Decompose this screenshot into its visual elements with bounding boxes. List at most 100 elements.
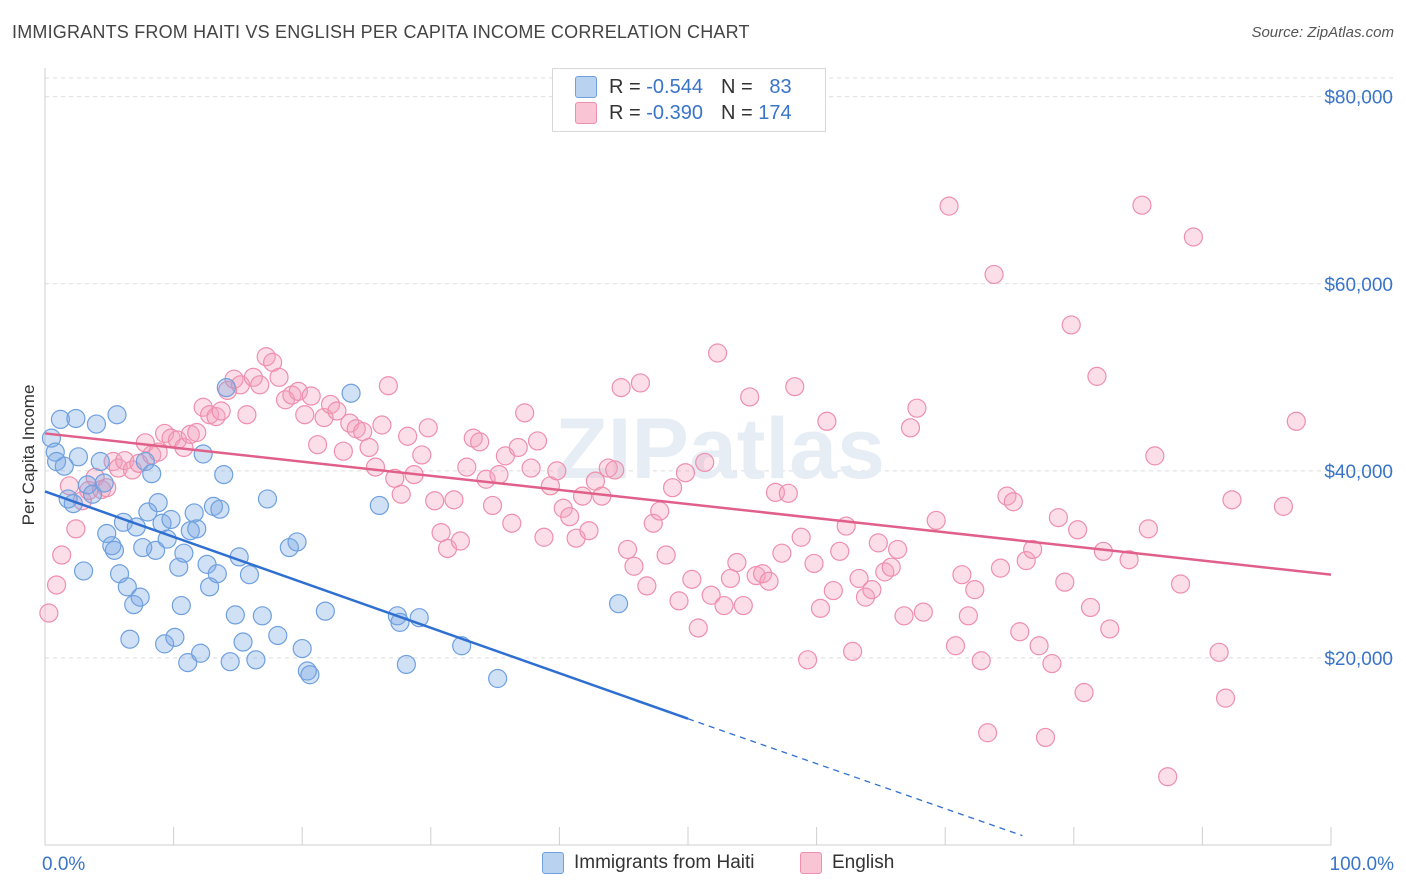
english-point [301,386,321,406]
haiti-point [216,378,236,398]
english-point [1209,642,1229,662]
y-axis-label: Per Capita Income [19,385,38,526]
trend-lines [44,432,1332,837]
english-point [211,401,231,421]
english-point [881,557,901,577]
english-point [630,373,651,393]
legend-label-english: English [832,852,895,873]
haiti-point [341,383,361,403]
haiti-point [130,587,150,607]
r-value: -0.390 [646,101,703,124]
x-tick-label: 100.0% [1330,854,1395,875]
english-point [752,564,773,584]
english-point [1158,767,1178,787]
english-point [1286,411,1306,431]
english-point [907,398,927,418]
bottom-legend: Immigrants from Haiti English [0,852,1406,878]
haiti-point [68,447,89,467]
english-point [849,568,869,589]
english-point [187,422,207,443]
english-point [1170,574,1191,594]
haiti-point [97,523,117,544]
english-point [243,367,263,387]
english-point [359,437,379,458]
english-point [978,723,998,743]
english-point [1183,227,1203,247]
english-point [372,415,392,435]
haiti-point [287,532,307,552]
english-point [378,376,398,396]
r-label: R = [609,75,641,98]
english-point [502,513,522,533]
haiti-point [154,634,175,654]
haiti-point [292,638,312,659]
haiti-trend-extension [687,718,1023,837]
english-point [810,598,831,618]
english-point [1048,508,1068,528]
english-point [1132,195,1152,215]
haiti-point [94,473,114,493]
haiti-point [145,540,166,560]
haiti-trend-line [44,490,689,720]
english-point [1273,496,1294,516]
english-point [1042,653,1062,674]
haiti-point [178,653,198,673]
english-point [521,458,541,478]
english-point [1138,519,1158,539]
haiti-point [193,444,213,464]
english-points [39,195,1306,787]
english-point [778,483,798,503]
english-point [727,552,747,573]
english-point [66,519,86,539]
english-point [605,460,625,480]
haiti-point [207,564,227,584]
n-value: 174 [758,101,792,124]
english-trend-line [44,432,1332,576]
english-point [688,618,708,638]
english-point [295,405,315,425]
haiti-point [165,627,185,647]
english-point [682,569,702,589]
english-point [817,411,837,431]
english-point [650,501,670,521]
haiti-point [488,668,508,689]
haiti-point [225,605,245,625]
haiti-point [157,529,177,549]
haiti-point [396,654,416,675]
haiti-point [239,565,260,585]
english-swatch [575,102,597,124]
y-tick-label: $20,000 [1324,649,1393,670]
english-point [797,650,818,670]
english-point [482,495,503,516]
legend-label-haiti: Immigrants from Haiti [574,852,755,873]
haiti-point [220,652,240,672]
english-point [1029,636,1049,656]
english-point [643,513,663,533]
english-point [984,264,1004,285]
english-point [1074,682,1094,703]
haiti-point [104,540,125,560]
haiti-point [66,408,86,429]
english-point [637,576,657,596]
english-point [579,521,599,541]
english-point [46,575,67,595]
haiti-points [41,378,629,689]
haiti-point [142,464,162,484]
haiti-point [90,451,110,472]
chart-title: IMMIGRANTS FROM HAITI VS ENGLISH PER CAP… [12,22,750,42]
english-point [250,375,270,395]
english-point [353,421,373,442]
english-point [675,463,696,483]
haiti-point [171,595,191,616]
stats-row-haiti: R = -0.544 N = 83 [575,75,792,99]
english-point [572,486,593,506]
n-label: N = [720,101,753,124]
english-point [888,539,908,560]
english-point [308,435,328,455]
english-point [855,587,876,607]
english-point [489,464,509,485]
haiti-point [252,606,272,626]
r-value: -0.544 [646,75,703,98]
english-point [431,522,451,543]
